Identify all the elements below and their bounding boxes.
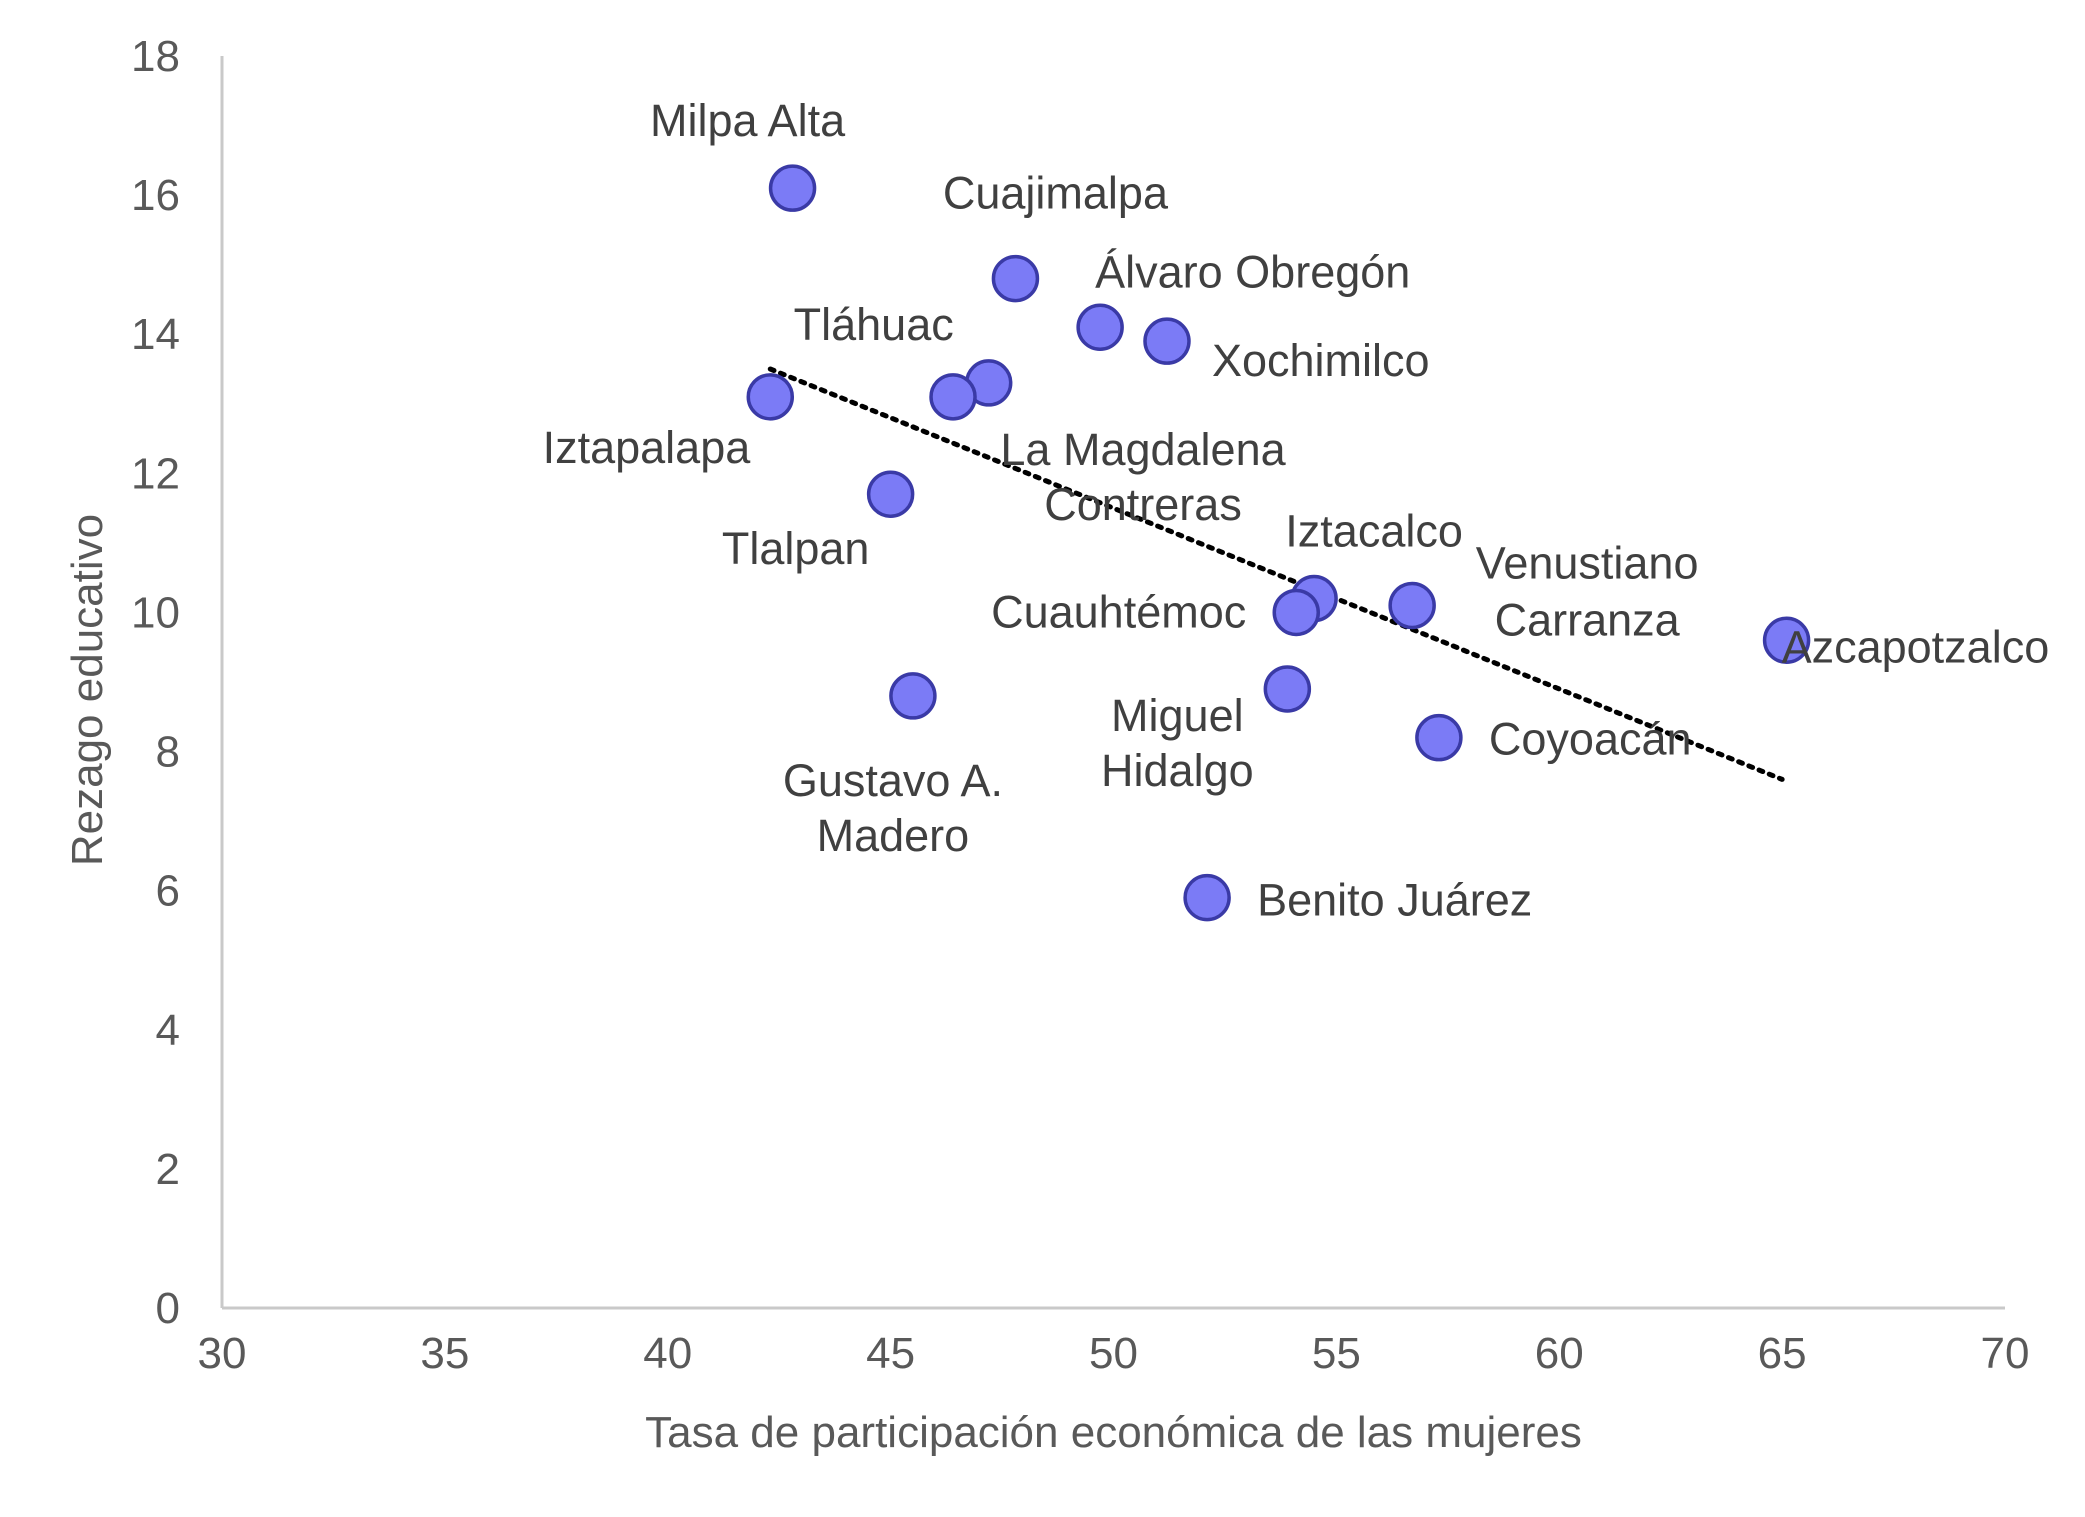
x-tick-label: 60 xyxy=(1535,1329,1584,1378)
data-label: Tláhuac xyxy=(794,299,954,350)
data-point xyxy=(1272,588,1321,637)
y-tick-label: 10 xyxy=(131,588,180,637)
data-label: Álvaro Obregón xyxy=(1095,246,1410,297)
data-label: Milpa Alta xyxy=(650,95,846,146)
x-tick-label: 30 xyxy=(198,1329,247,1378)
x-tick-label: 55 xyxy=(1312,1329,1361,1378)
trendline xyxy=(767,366,1785,782)
data-point xyxy=(889,672,937,720)
y-tick-label: 2 xyxy=(156,1145,180,1194)
y-tick-label: 12 xyxy=(131,449,180,498)
data-point xyxy=(1263,665,1312,713)
data-point xyxy=(768,164,817,212)
data-point xyxy=(1143,317,1191,365)
y-axis-title: Rezago educativo xyxy=(63,514,112,866)
y-tick-labels: 0 2 4 6 8 10 12 14 16 18 xyxy=(131,32,180,1333)
data-label: Miguel Hidalgo xyxy=(1101,690,1254,796)
data-point xyxy=(1388,581,1436,630)
x-tick-label: 35 xyxy=(420,1329,469,1378)
y-tick-label: 8 xyxy=(156,728,180,777)
data-label: Xochimilco xyxy=(1212,335,1430,386)
x-tick-label: 70 xyxy=(1981,1329,2030,1378)
x-tick-label: 45 xyxy=(866,1329,915,1378)
data-point xyxy=(929,373,977,421)
data-point xyxy=(1415,713,1463,762)
data-label: Tlalpan xyxy=(722,523,870,574)
data-label: Coyoacán xyxy=(1489,714,1692,765)
data-point xyxy=(866,470,915,518)
data-label: Cuauhtémoc xyxy=(991,586,1246,637)
data-point xyxy=(1076,303,1124,352)
axes xyxy=(220,56,2005,1310)
data-point xyxy=(991,254,1040,303)
y-tick-label: 6 xyxy=(156,867,180,916)
data-point xyxy=(1762,616,1811,665)
data-label: La Magdalena Contreras xyxy=(1000,424,1286,530)
data-point xyxy=(746,373,795,421)
data-label: Iztapalapa xyxy=(543,422,752,473)
data-label: Venustiano Carranza xyxy=(1476,537,1699,645)
trendline-group xyxy=(767,366,1785,782)
y-tick-label: 4 xyxy=(156,1006,180,1055)
data-points xyxy=(746,164,1811,922)
data-label: Benito Juárez xyxy=(1257,875,1532,926)
y-tick-label: 14 xyxy=(131,310,180,359)
data-labels: Milpa Alta Cuajimalpa Álvaro Obregón Xochim… xyxy=(543,95,2050,925)
y-tick-label: 0 xyxy=(156,1284,180,1333)
y-tick-label: 18 xyxy=(131,32,180,81)
data-label: Iztacalco xyxy=(1285,506,1463,557)
data-label: Azcapotzalco xyxy=(1782,621,2050,672)
y-tick-label: 16 xyxy=(131,171,180,220)
x-tick-label: 65 xyxy=(1758,1329,1807,1378)
data-label: Cuajimalpa xyxy=(943,168,1169,219)
x-tick-label: 40 xyxy=(643,1329,692,1378)
data-label: Gustavo A. Madero xyxy=(783,755,1003,861)
x-tick-labels: 30 35 40 45 50 55 60 65 70 xyxy=(198,1329,2030,1378)
x-tick-label: 50 xyxy=(1089,1329,1138,1378)
data-point xyxy=(1183,873,1231,922)
x-axis-title: Tasa de participación económica de las m… xyxy=(645,1408,1582,1457)
